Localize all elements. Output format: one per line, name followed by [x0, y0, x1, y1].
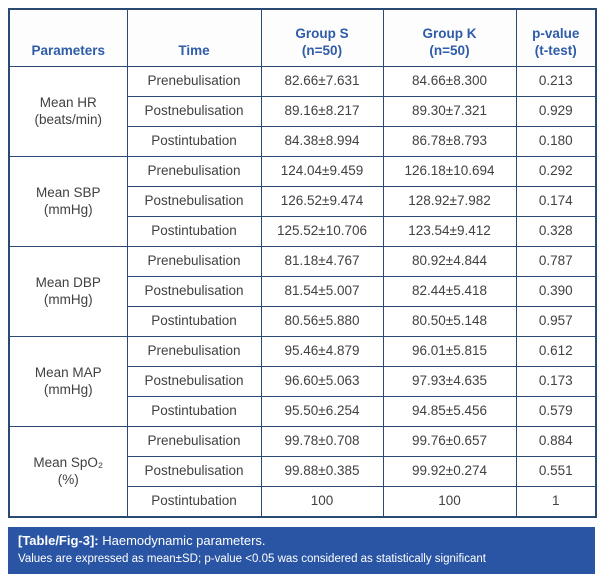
p-value: 0.612	[515, 336, 597, 367]
param-cell-dbp: Mean DBP (mmHg)	[8, 246, 128, 337]
group-s-value: 80.56±5.880	[260, 306, 384, 337]
group-s-value: 89.16±8.217	[260, 96, 384, 127]
group-s-value: 81.18±4.767	[260, 246, 384, 277]
p-value: 0.292	[515, 156, 597, 187]
group-k-value: 126.18±10.694	[382, 156, 517, 187]
group-k-value: 123.54±9.412	[382, 216, 517, 247]
table-footnote: Values are expressed as mean±SD; p-value…	[18, 552, 486, 565]
group-s-value: 95.46±4.879	[260, 336, 384, 367]
header-row: Parameters Time Group S (n=50) Group K (…	[8, 8, 597, 67]
time-cell: Postintubation	[126, 486, 262, 518]
time-cell: Postintubation	[126, 216, 262, 247]
table-caption: [Table/Fig-3]: Haemodynamic parameters.	[18, 533, 587, 550]
group-k-value: 128.92±7.982	[382, 186, 517, 217]
p-value: 0.579	[515, 396, 597, 427]
time-cell: Postintubation	[126, 396, 262, 427]
p-value: 0.884	[515, 426, 597, 457]
group-s-value: 81.54±5.007	[260, 276, 384, 307]
p-value: 0.390	[515, 276, 597, 307]
p-value: 0.174	[515, 186, 597, 217]
col-header-group-s: Group S (n=50)	[260, 8, 384, 67]
table-caption-bar: [Table/Fig-3]: Haemodynamic parameters. …	[8, 527, 595, 574]
time-cell: Prenebulisation	[126, 426, 262, 457]
time-cell: Postintubation	[126, 306, 262, 337]
p-value: 0.213	[515, 66, 597, 97]
table-title: Haemodynamic parameters.	[98, 533, 266, 548]
time-cell: Postnebulisation	[126, 276, 262, 307]
group-s-value: 126.52±9.474	[260, 186, 384, 217]
table-row: Mean SpO₂ (%) Prenebulisation 99.78±0.70…	[8, 426, 597, 518]
group-k-value: 97.93±4.635	[382, 366, 517, 397]
group-k-value: 100	[382, 486, 517, 518]
table-row: Mean DBP (mmHg) Prenebulisation 81.18±4.…	[8, 246, 597, 337]
group-s-value: 99.78±0.708	[260, 426, 384, 457]
param-cell-hr: Mean HR (beats/min)	[8, 66, 128, 157]
table-row: Mean SBP (mmHg) Prenebulisation 124.04±9…	[8, 156, 597, 247]
haemodynamic-parameters-table: Parameters Time Group S (n=50) Group K (…	[8, 8, 597, 518]
group-s-value: 124.04±9.459	[260, 156, 384, 187]
group-k-value: 99.92±0.274	[382, 456, 517, 487]
group-k-value: 80.50±5.148	[382, 306, 517, 337]
table-row: Postnebulisation 81.54±5.007 82.44±5.418…	[9, 276, 597, 307]
table-row: Postintubation 80.56±5.880 80.50±5.148 0…	[9, 306, 597, 337]
group-s-value: 95.50±6.254	[260, 396, 384, 427]
time-cell: Prenebulisation	[126, 156, 262, 187]
p-value: 0.180	[515, 126, 597, 157]
table-row: Postnebulisation 99.88±0.385 99.92±0.274…	[9, 456, 597, 487]
p-value: 0.787	[515, 246, 597, 277]
time-cell: Postnebulisation	[126, 186, 262, 217]
table-row: Postintubation 84.38±8.994 86.78±8.793 0…	[9, 126, 597, 157]
table-row: Postnebulisation 126.52±9.474 128.92±7.9…	[9, 186, 597, 217]
col-header-group-k: Group K (n=50)	[382, 8, 517, 67]
time-cell: Postnebulisation	[126, 96, 262, 127]
table-fig-tag: [Table/Fig-3]:	[18, 533, 99, 548]
time-cell: Postnebulisation	[126, 456, 262, 487]
param-cell-map: Mean MAP (mmHg)	[8, 336, 128, 427]
group-s-value: 100	[260, 486, 384, 518]
group-s-value: 82.66±7.631	[260, 66, 384, 97]
col-header-parameters: Parameters	[8, 8, 128, 67]
p-value: 0.551	[515, 456, 597, 487]
group-s-value: 99.88±0.385	[260, 456, 384, 487]
group-k-value: 84.66±8.300	[382, 66, 517, 97]
time-cell: Prenebulisation	[126, 246, 262, 277]
table-row: Mean HR (beats/min) Prenebulisation 82.6…	[8, 66, 597, 157]
group-k-value: 89.30±7.321	[382, 96, 517, 127]
col-header-time: Time	[126, 8, 262, 67]
group-k-value: 99.76±0.657	[382, 426, 517, 457]
param-cell-spo2: Mean SpO₂ (%)	[8, 426, 128, 518]
time-cell: Postnebulisation	[126, 366, 262, 397]
p-value: 1	[515, 486, 597, 518]
time-cell: Prenebulisation	[126, 336, 262, 367]
p-value: 0.957	[515, 306, 597, 337]
time-cell: Prenebulisation	[126, 66, 262, 97]
p-value: 0.929	[515, 96, 597, 127]
col-header-p-value: p-value (t-test)	[515, 8, 597, 67]
p-value: 0.173	[515, 366, 597, 397]
group-k-value: 82.44±5.418	[382, 276, 517, 307]
group-s-value: 84.38±8.994	[260, 126, 384, 157]
group-s-value: 125.52±10.706	[260, 216, 384, 247]
group-k-value: 80.92±4.844	[382, 246, 517, 277]
group-s-value: 96.60±5.063	[260, 366, 384, 397]
table-row: Postnebulisation 89.16±8.217 89.30±7.321…	[9, 96, 597, 127]
table-row: Postintubation 95.50±6.254 94.85±5.456 0…	[9, 396, 597, 427]
table-row: Mean MAP (mmHg) Prenebulisation 95.46±4.…	[8, 336, 597, 427]
time-cell: Postintubation	[126, 126, 262, 157]
group-k-value: 86.78±8.793	[382, 126, 517, 157]
group-k-value: 96.01±5.815	[382, 336, 517, 367]
table-row: Postintubation 125.52±10.706 123.54±9.41…	[9, 216, 597, 247]
table-row: Postnebulisation 96.60±5.063 97.93±4.635…	[9, 366, 597, 397]
group-k-value: 94.85±5.456	[382, 396, 517, 427]
param-cell-sbp: Mean SBP (mmHg)	[8, 156, 128, 247]
p-value: 0.328	[515, 216, 597, 247]
table-row: Postintubation 100 100 1	[9, 486, 597, 518]
